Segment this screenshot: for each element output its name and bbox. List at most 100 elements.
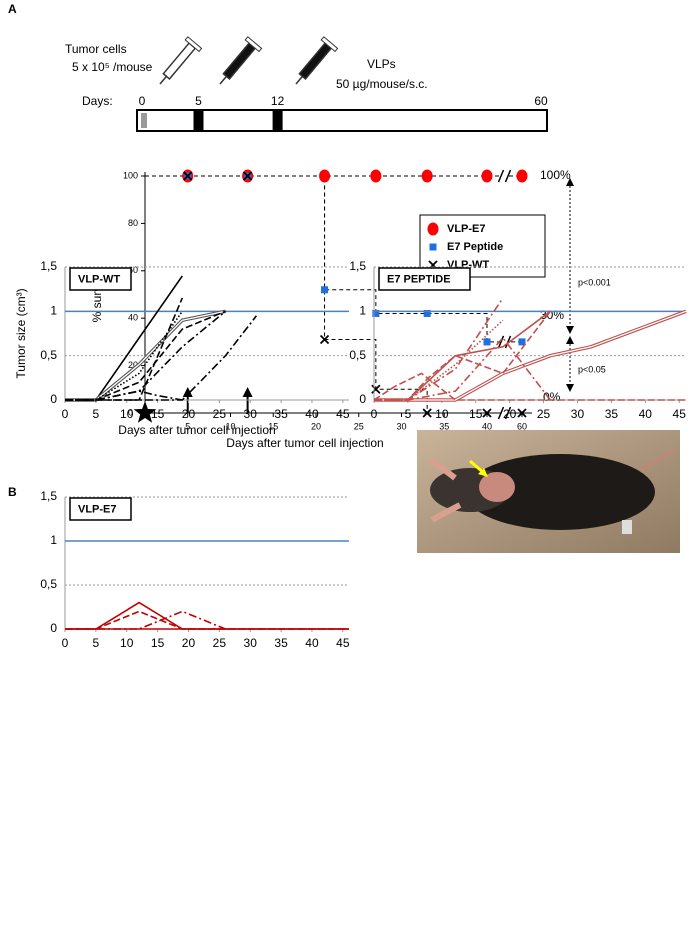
legend-label: VLP-E7 bbox=[447, 223, 486, 235]
chart-title: VLP-WT bbox=[78, 273, 120, 285]
day-marker bbox=[141, 113, 147, 128]
y-tick-label: 0 bbox=[128, 407, 133, 417]
syringe bbox=[295, 36, 339, 85]
x-tick-label: 20 bbox=[311, 421, 321, 431]
x-tick-label: 25 bbox=[213, 636, 227, 650]
tumor-curve bbox=[65, 310, 183, 401]
x-tick-label: 40 bbox=[482, 421, 492, 431]
x-tick-label: 5 bbox=[93, 407, 100, 421]
y-tick-label: 0 bbox=[359, 392, 366, 406]
x-tick-label: 30 bbox=[396, 421, 406, 431]
x-tick-label: 25 bbox=[213, 407, 227, 421]
marker bbox=[483, 338, 491, 346]
break-gap bbox=[500, 170, 509, 182]
title-box bbox=[378, 267, 471, 291]
syringe bbox=[159, 36, 203, 85]
chart-title: VLP-E7 bbox=[78, 503, 117, 515]
timeline-bar bbox=[136, 109, 548, 132]
marker bbox=[319, 334, 330, 345]
tumor-curve bbox=[374, 310, 551, 401]
x-tick-label: 35 bbox=[439, 421, 449, 431]
x-tick-label: 5 bbox=[185, 421, 190, 431]
title-box bbox=[69, 267, 132, 291]
y-tick-label: 40 bbox=[128, 313, 138, 323]
marker bbox=[481, 169, 493, 183]
x-tick-label: 40 bbox=[305, 636, 319, 650]
x-tick-label: 5 bbox=[93, 636, 100, 650]
annotation: p<0.05 bbox=[578, 364, 606, 374]
x-tick-label: 10 bbox=[225, 421, 235, 431]
x-tick-label: 25 bbox=[537, 407, 551, 421]
x-tick-label: 15 bbox=[268, 421, 278, 431]
tumor-curve bbox=[374, 319, 504, 401]
x-tick-label: 25 bbox=[354, 421, 364, 431]
arrowhead bbox=[182, 387, 193, 397]
y-tick-label: 1 bbox=[359, 304, 366, 318]
y-tick-label: 1,5 bbox=[40, 259, 57, 273]
y-tick-label: 80 bbox=[128, 218, 138, 228]
syringe bbox=[219, 36, 263, 85]
tumor-curve bbox=[373, 372, 686, 401]
marker bbox=[518, 338, 526, 346]
marker bbox=[421, 169, 433, 183]
tumor-curve bbox=[65, 610, 226, 630]
x-tick-label: 10 bbox=[435, 407, 449, 421]
annotation: 0% bbox=[543, 390, 561, 404]
tumor-curve bbox=[65, 297, 184, 401]
y-tick-label: 0,5 bbox=[40, 348, 57, 362]
x-tick-label: 35 bbox=[274, 407, 288, 421]
day-label: 0 bbox=[139, 94, 146, 108]
tumor-curve bbox=[65, 315, 258, 401]
x-tick-label: 0 bbox=[62, 407, 69, 421]
x-tick-label: 10 bbox=[120, 407, 134, 421]
break-gap bbox=[500, 407, 509, 419]
marker bbox=[422, 408, 432, 418]
x-tick-label: 15 bbox=[151, 636, 165, 650]
x-axis-label: Days after tumor cell injection bbox=[118, 423, 275, 437]
x-tick-label: 45 bbox=[336, 407, 350, 421]
x-tick-label: 30 bbox=[571, 407, 585, 421]
marker bbox=[242, 171, 253, 181]
marker bbox=[517, 408, 527, 418]
y-tick-label: 20 bbox=[128, 360, 138, 370]
marker bbox=[372, 309, 380, 317]
injection-star bbox=[133, 401, 157, 423]
day-label: 12 bbox=[271, 94, 285, 108]
x-tick-label: 30 bbox=[244, 636, 258, 650]
title-box bbox=[69, 497, 132, 521]
vlp-dose: 50 µg/mouse/s.c. bbox=[336, 77, 428, 91]
x-tick-label: 15 bbox=[469, 407, 483, 421]
x-tick-label: 35 bbox=[605, 407, 619, 421]
marker bbox=[516, 169, 528, 183]
x-tick-label: 20 bbox=[182, 407, 196, 421]
day-label: 5 bbox=[195, 94, 202, 108]
x-tick-label: 60 bbox=[517, 421, 527, 431]
x-tick-label: 45 bbox=[336, 636, 350, 650]
y-tick-label: 1,5 bbox=[349, 259, 366, 273]
day-marker bbox=[193, 111, 204, 130]
x-tick-label: 40 bbox=[639, 407, 653, 421]
panel-label: B bbox=[8, 485, 17, 499]
marker bbox=[183, 171, 193, 181]
tumor-label: Tumor cells bbox=[65, 42, 127, 56]
day-label: 60 bbox=[534, 94, 548, 108]
marker bbox=[427, 222, 439, 236]
marker bbox=[482, 408, 492, 418]
marker bbox=[319, 169, 331, 183]
x-tick-label: 45 bbox=[673, 407, 687, 421]
day-marker bbox=[272, 111, 283, 130]
tumor-dose: 5 x 10⁵ /mouse bbox=[72, 60, 153, 74]
arrowhead bbox=[242, 387, 253, 397]
step-line bbox=[145, 175, 522, 414]
tumor-curve bbox=[65, 610, 349, 630]
x-tick-label: 20 bbox=[182, 636, 196, 650]
annotation: p<0.001 bbox=[578, 277, 611, 287]
axis-break bbox=[497, 406, 512, 420]
y-tick-label: 0,5 bbox=[349, 348, 366, 362]
annotation: 100% bbox=[540, 168, 571, 182]
mouse-photo bbox=[417, 430, 680, 553]
y-axis-label: Tumor size (cm³) bbox=[14, 288, 28, 378]
marker bbox=[321, 286, 329, 294]
x-axis-label: Days after tumor cell injection bbox=[226, 436, 383, 450]
y-tick-label: 1,5 bbox=[40, 489, 57, 503]
